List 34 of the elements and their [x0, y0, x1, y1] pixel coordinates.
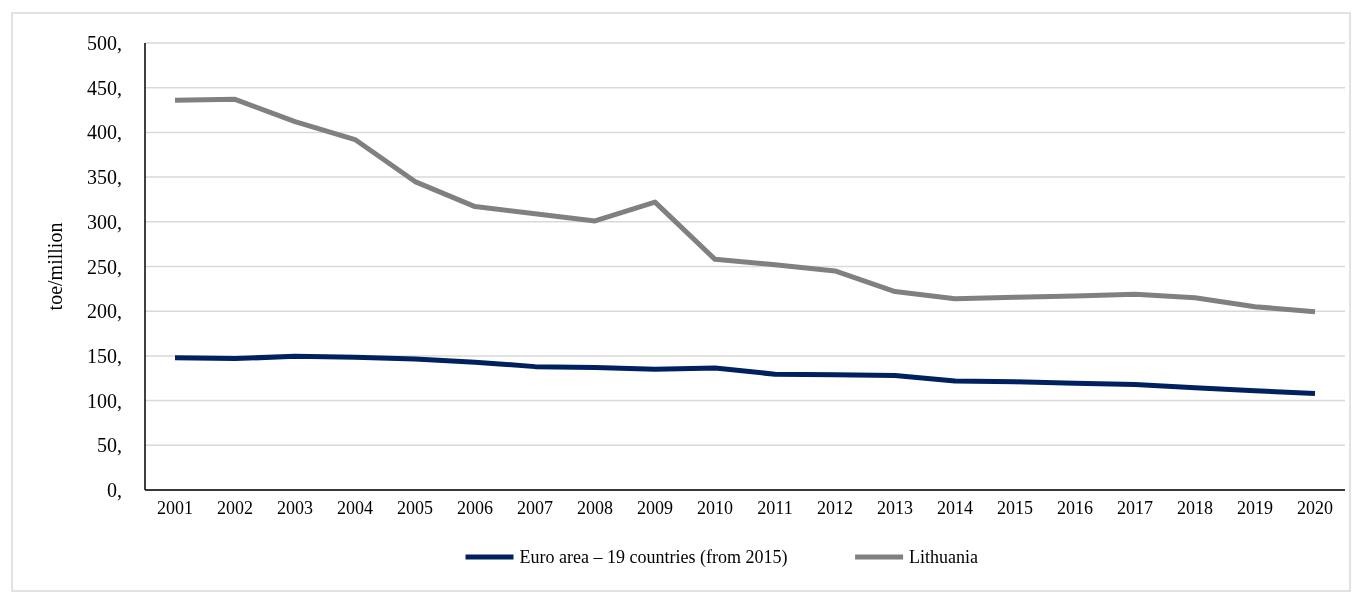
x-tick-label: 2007: [517, 498, 553, 518]
y-tick-label: 450,: [87, 76, 122, 99]
x-tick-label: 2010: [697, 498, 733, 518]
x-tick-label: 2014: [937, 498, 973, 518]
y-tick-label: 150,: [87, 344, 122, 367]
x-tick-label: 2018: [1177, 498, 1213, 518]
x-tick-label: 2006: [457, 498, 493, 518]
y-tick-label: 350,: [87, 166, 122, 189]
y-tick-label: 0,: [107, 479, 122, 501]
x-tick-label: 2016: [1057, 498, 1093, 518]
x-tick-label: 2011: [757, 498, 793, 518]
y-tick-label: 200,: [87, 300, 122, 323]
y-tick-label: 250,: [87, 255, 122, 278]
x-tick-label: 2019: [1237, 498, 1273, 518]
x-tick-label: 2002: [217, 498, 253, 518]
x-tick-label: 2020: [1297, 498, 1333, 518]
legend-label: Lithuania: [909, 547, 979, 568]
x-tick-label: 2017: [1117, 498, 1153, 518]
y-tick-label: 500,: [87, 32, 122, 54]
x-tick-label: 2009: [637, 498, 673, 518]
y-tick-label: 100,: [87, 389, 122, 412]
x-tick-label: 2015: [997, 498, 1033, 518]
legend-label: Euro area – 19 countries (from 2015): [519, 547, 788, 569]
x-tick-label: 2012: [817, 498, 853, 518]
y-tick-label: 300,: [87, 210, 122, 233]
x-tick-label: 2008: [577, 498, 613, 518]
y-tick-label: 400,: [87, 121, 122, 144]
x-tick-label: 2001: [157, 498, 193, 518]
x-tick-label: 2004: [337, 498, 373, 518]
x-tick-label: 2013: [877, 498, 913, 518]
y-axis-title: toe/million: [44, 222, 66, 311]
y-tick-label: 50,: [97, 434, 122, 457]
x-tick-label: 2003: [277, 498, 313, 518]
x-tick-label: 2005: [397, 498, 433, 518]
